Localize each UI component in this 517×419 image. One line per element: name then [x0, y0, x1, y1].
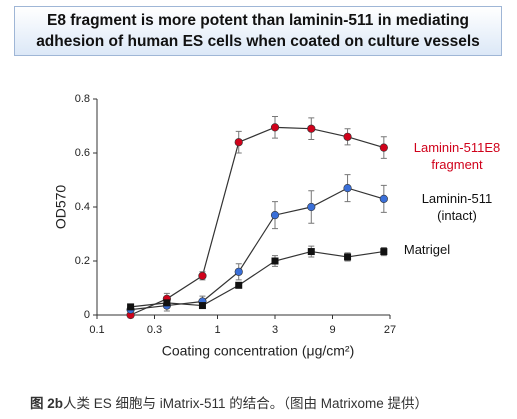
y-tick-label: 0.6: [75, 147, 90, 159]
marker: [270, 123, 280, 132]
marker: [234, 267, 243, 276]
y-tick-label: 0.2: [75, 255, 90, 267]
marker: [270, 211, 280, 220]
series-line: [130, 126, 385, 316]
marker: [344, 253, 352, 261]
legend-entry: Laminin-511E8 fragment: [413, 140, 501, 172]
marker: [380, 248, 388, 256]
marker: [379, 194, 388, 203]
y-tick-label: 0: [84, 309, 90, 321]
marker: [379, 143, 388, 152]
legend-entry: Matrigel: [403, 242, 451, 257]
y-tick-label: 0.4: [75, 201, 90, 213]
x-tick-label: 0.3: [147, 324, 162, 336]
x-axis-label: Coating concentration (μg/cm²): [162, 343, 354, 359]
x-tick-label: 1: [214, 324, 220, 336]
marker: [163, 299, 171, 307]
marker: [307, 202, 316, 212]
marker: [234, 138, 243, 147]
marker: [198, 302, 206, 310]
x-tick-label: 3: [272, 324, 278, 336]
series-line: [130, 187, 385, 311]
marker: [343, 184, 352, 193]
marker: [271, 257, 279, 265]
x-tick-label: 27: [384, 324, 396, 336]
title-banner: E8 fragment is more potent than laminin-…: [14, 6, 502, 56]
marker: [235, 281, 243, 289]
caption-label: 图 2b: [30, 396, 64, 411]
legend-entry: Laminin-511 (intact): [421, 191, 493, 223]
marker: [127, 303, 135, 311]
title-line: adhesion of human ES cells when coated o…: [36, 33, 480, 50]
title-line: E8 fragment is more potent than laminin-…: [46, 12, 470, 29]
series-line: [130, 250, 384, 308]
x-tick-label: 0.1: [89, 324, 104, 336]
marker: [307, 248, 315, 256]
x-tick-label: 9: [329, 324, 335, 336]
caption: 图 2b人类 ES 细胞与 iMatrix-511 的结合。（图由 Matrix…: [30, 392, 428, 412]
marker: [307, 124, 316, 133]
marker: [198, 271, 207, 280]
y-tick-label: 0.8: [75, 93, 90, 105]
marker: [343, 132, 352, 141]
caption-text: 人类 ES 细胞与 iMatrix-511 的结合。（图由 Matrixome …: [63, 396, 429, 411]
y-axis-label: OD570: [53, 185, 69, 230]
